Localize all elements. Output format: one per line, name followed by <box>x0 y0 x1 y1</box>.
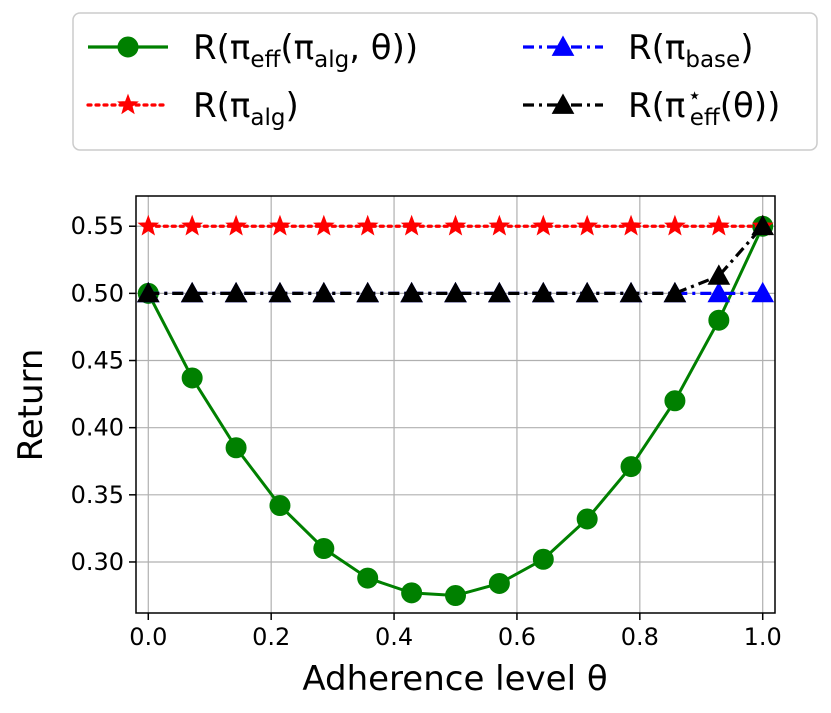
data-point <box>751 214 775 236</box>
data-point <box>356 281 380 303</box>
legend-item: R(πeff(πalg, θ)) <box>88 28 418 73</box>
data-point <box>575 281 599 303</box>
data-point <box>401 582 423 604</box>
data-point <box>707 281 731 303</box>
data-point <box>269 495 291 517</box>
x-tick-label: 1.0 <box>744 623 782 651</box>
data-point <box>488 572 510 594</box>
plot-area: 0.0 0.2 0.4 0.6 0.8 1.0 0.30 0.35 0.40 0.45 0.50 0.… <box>71 195 782 651</box>
x-tick-label: 0.6 <box>498 623 536 651</box>
series-line <box>148 225 764 295</box>
data-point <box>488 281 511 303</box>
y-tick-label: 0.45 <box>71 347 124 375</box>
data-point <box>137 214 160 236</box>
data-point <box>312 214 335 236</box>
data-point <box>400 214 423 236</box>
data-point <box>620 456 642 478</box>
data-point <box>400 281 423 303</box>
data-point <box>225 437 247 459</box>
data-point <box>312 281 336 303</box>
x-tick-label: 0.4 <box>375 623 413 651</box>
y-tick-label: 0.40 <box>71 414 124 442</box>
x-tick-label: 0.2 <box>252 623 290 651</box>
data-point <box>357 567 379 589</box>
legend-label: R(πeff(πalg, θ)) <box>193 28 418 73</box>
data-point <box>313 538 335 560</box>
data-point <box>619 281 643 303</box>
legend-label: R(πbase) <box>628 28 753 73</box>
data-point <box>444 214 467 236</box>
data-point <box>181 214 204 236</box>
data-point <box>707 264 731 285</box>
data-point <box>269 214 291 236</box>
axes-frame <box>135 195 776 614</box>
data-point <box>531 281 555 303</box>
data-point <box>488 214 511 236</box>
y-tick-label: 0.35 <box>71 481 124 509</box>
data-point <box>620 214 642 236</box>
y-tick-label: 0.55 <box>71 212 124 240</box>
legend-marker <box>117 93 139 115</box>
legend-marker <box>551 93 575 114</box>
x-tick-label: 0.8 <box>621 623 659 651</box>
data-point <box>444 281 467 303</box>
legend-frame <box>72 12 818 151</box>
data-point <box>445 585 466 607</box>
data-point <box>576 508 598 530</box>
data-point <box>532 548 554 570</box>
data-point <box>224 281 248 303</box>
legend-item: R(π⋆ eff(θ)) <box>523 83 780 131</box>
data-point <box>664 390 686 412</box>
x-axis-label: Adherence level θ <box>302 659 607 699</box>
y-axis-label: Return <box>11 349 51 462</box>
series-0 <box>137 215 774 607</box>
legend: R(πeff(πalg, θ)) R(πbase) R(πalg) R(π⋆ eff(θ… <box>72 12 818 151</box>
y-tick-label: 0.50 <box>71 279 124 307</box>
data-point <box>708 309 730 331</box>
x-tick-label: 0.0 <box>129 623 167 651</box>
data-point <box>268 281 292 303</box>
data-point <box>663 281 687 303</box>
legend-item: R(πbase) <box>523 28 753 73</box>
data-point <box>225 214 247 236</box>
data-point <box>576 214 599 236</box>
data-point <box>356 214 379 236</box>
legend-marker <box>551 35 575 56</box>
legend-item: R(πalg) <box>86 86 299 131</box>
data-point <box>532 214 555 236</box>
series-line <box>146 225 765 598</box>
y-tick-label: 0.30 <box>71 548 124 576</box>
legend-marker <box>117 36 139 58</box>
series-3 <box>136 214 775 303</box>
data-point <box>180 281 204 303</box>
data-point <box>136 281 160 303</box>
data-point <box>751 281 775 303</box>
legend-label: R(π⋆ eff(θ)) <box>628 83 780 131</box>
data-point <box>707 214 730 236</box>
data-point <box>181 367 203 389</box>
data-point <box>664 214 686 236</box>
legend-label: R(πalg) <box>193 86 299 131</box>
series-1 <box>137 214 774 236</box>
